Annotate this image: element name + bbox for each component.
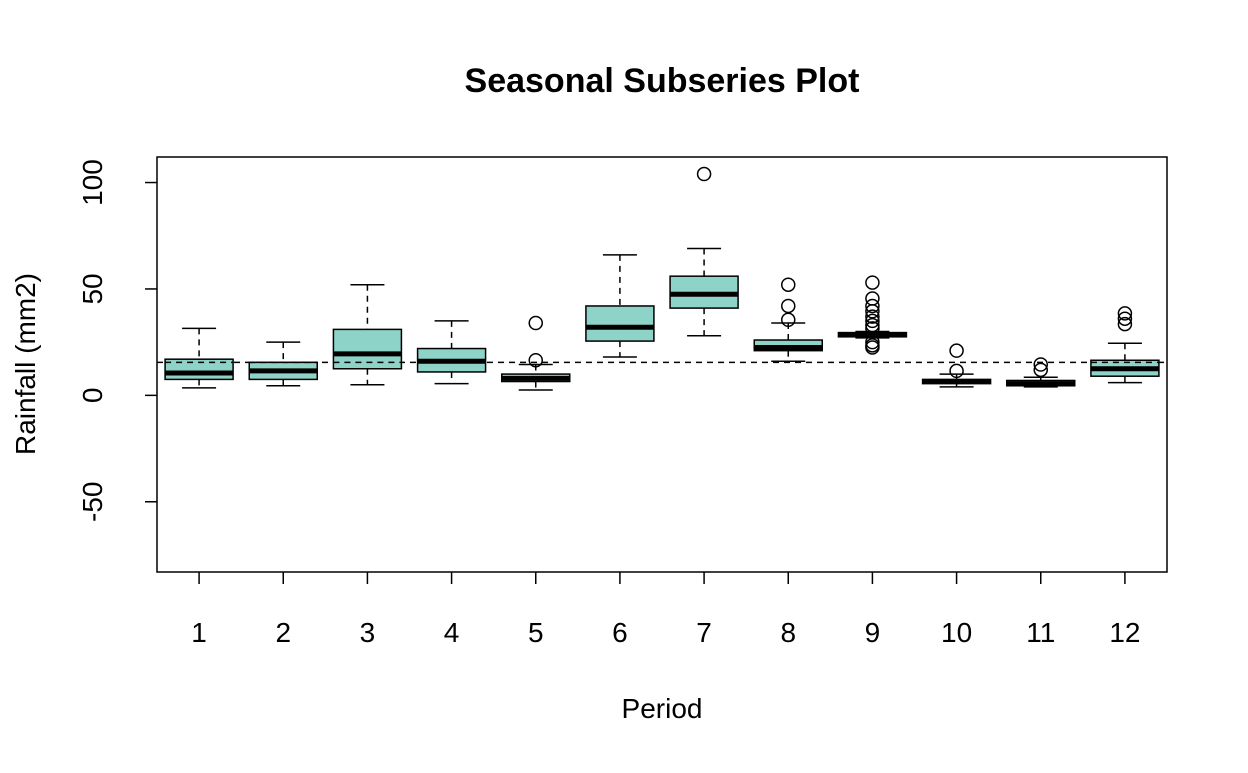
outlier-point	[528, 352, 543, 368]
x-tick-label: 10	[941, 617, 972, 648]
box-period-6	[585, 305, 655, 342]
outlier-point	[949, 343, 964, 358]
y-tick-label: 0	[77, 388, 108, 404]
x-tick-label: 2	[275, 617, 291, 648]
y-axis-label: Rainfall (mm2)	[10, 273, 41, 455]
outlier-point	[865, 313, 880, 329]
x-tick-label: 6	[612, 617, 628, 648]
outlier-point	[865, 309, 880, 324]
outlier-point	[528, 315, 543, 331]
x-tick-label: 3	[360, 617, 376, 648]
outlier-point	[1117, 311, 1133, 326]
outlier-point	[865, 298, 880, 314]
x-axis-label: Period	[622, 693, 703, 724]
x-tick-label: 8	[780, 617, 796, 648]
outlier-point	[781, 277, 796, 292]
outlier-point	[949, 363, 964, 379]
outlier-point	[865, 291, 880, 306]
x-tick-label: 1	[191, 617, 207, 648]
outlier-point	[1033, 362, 1048, 378]
x-tick-label: 4	[444, 617, 460, 648]
outlier-point	[865, 275, 880, 290]
outlier-point	[865, 334, 880, 350]
x-tick-label: 9	[865, 617, 881, 648]
outlier-point	[781, 312, 796, 328]
outlier-point	[1117, 306, 1133, 321]
outlier-point	[1033, 357, 1048, 372]
y-tick-label: -50	[77, 482, 108, 522]
plot-frame	[156, 156, 1168, 573]
outlier-point	[696, 166, 712, 182]
y-tick-label: 50	[77, 273, 108, 304]
outlier-point	[865, 317, 880, 333]
x-tick-label: 5	[528, 617, 544, 648]
chart-title: Seasonal Subseries Plot	[465, 62, 860, 100]
outlier-point	[1117, 316, 1133, 332]
x-tick-label: 12	[1109, 617, 1140, 648]
x-tick-label: 11	[1026, 617, 1055, 648]
x-tick-label: 7	[696, 617, 712, 648]
outlier-point	[781, 298, 796, 314]
y-tick-label: 100	[77, 159, 108, 206]
